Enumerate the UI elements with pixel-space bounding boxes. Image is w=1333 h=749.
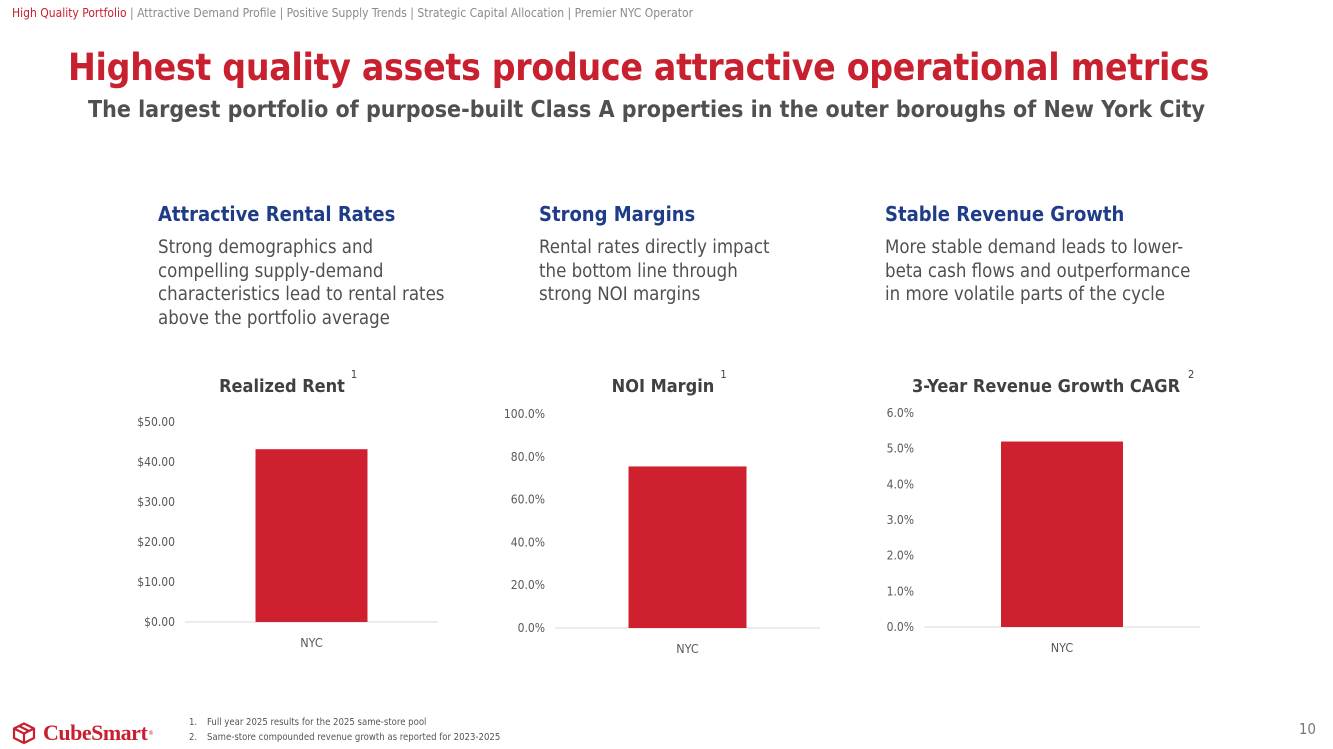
nav-item-attractive-demand[interactable]: Attractive Demand Profile (137, 6, 277, 20)
y-tick-label: $10.00 (137, 575, 175, 589)
y-tick-label: $20.00 (137, 535, 175, 549)
chart-svg: NOI Margin 1 0.0% 20.0% 40.0% 60.0% 80.0% 100.0… (504, 368, 820, 656)
footnote-item: 2. Same-store compounded revenue growth a… (189, 730, 500, 745)
column-heading: Attractive Rental Rates (158, 202, 396, 226)
nav-item-positive-supply[interactable]: Positive Supply Trends (286, 6, 407, 20)
y-tick-label: 0.0% (518, 621, 545, 635)
column-body: Strong demographics and compelling suppl… (158, 237, 445, 329)
y-tick-label: 80.0% (511, 450, 545, 464)
column-heading: Stable Revenue Growth (885, 202, 1125, 226)
cube-logo-icon (12, 722, 36, 744)
nav-separator: | (406, 6, 418, 20)
chart-title: 3-Year Revenue Growth CAGR (912, 376, 1181, 397)
footnote-number: 1. (189, 717, 198, 728)
column-heading: Strong Margins (539, 202, 696, 226)
column-body: Rental rates directly impact the bottom … (539, 237, 770, 305)
footnote-marker: 1 (351, 368, 357, 381)
logo-trademark: ® (148, 729, 154, 737)
footnote-item: 1. Full year 2025 results for the 2025 sa… (189, 715, 500, 730)
footnote-marker: 2 (1188, 368, 1194, 381)
column-rental-rates: Attractive Rental Rates Strong demograph… (158, 202, 448, 330)
footnotes: 1. Full year 2025 results for the 2025 sa… (189, 715, 500, 745)
chart-title: NOI Margin (612, 376, 715, 397)
footnote-text: Full year 2025 results for the 2025 same… (207, 717, 427, 728)
y-tick-label: 20.0% (511, 578, 545, 592)
y-tick-label: $0.00 (144, 615, 175, 629)
chart-svg: 3-Year Revenue Growth CAGR 2 0.0% 1.0% 2.0% 3… (887, 368, 1200, 655)
chart-revenue-growth: 3-Year Revenue Growth CAGR 2 0.0% 1.0% 2.0% 3… (850, 362, 1210, 662)
chart-svg: Realized Rent 1 $0.00 $10.00 $20.00 $30.00 $40… (137, 368, 438, 650)
cubesmart-logo: CubeSmart ® (12, 719, 154, 747)
y-tick-label: 5.0% (887, 442, 914, 456)
y-tick-label: $50.00 (137, 415, 175, 429)
y-tick-label: 6.0% (887, 406, 914, 420)
top-navigation: High Quality Portfolio | Attractive Dema… (12, 6, 693, 20)
chart-noi-margin: NOI Margin 1 0.0% 20.0% 40.0% 60.0% 80.0% 100.0… (480, 362, 830, 662)
chart-title: Realized Rent (219, 376, 345, 397)
y-tick-label: 100.0% (504, 407, 545, 421)
logo-wordmark: CubeSmart (43, 720, 148, 745)
chart-realized-rent: Realized Rent 1 $0.00 $10.00 $20.00 $30.00 $40… (100, 362, 450, 662)
column-strong-margins: Strong Margins Rental rates directly imp… (539, 202, 789, 307)
nav-separator: | (276, 6, 287, 20)
nav-item-capital-allocation[interactable]: Strategic Capital Allocation (417, 6, 565, 20)
nav-item-high-quality-portfolio[interactable]: High Quality Portfolio (12, 6, 127, 20)
y-tick-label: 2.0% (887, 549, 914, 563)
column-body: More stable demand leads to lower-beta c… (885, 237, 1191, 305)
y-tick-label: 40.0% (511, 535, 545, 549)
bar-nyc (255, 449, 368, 622)
y-tick-label: $40.00 (137, 455, 175, 469)
footnote-marker: 1 (720, 368, 726, 381)
nav-separator: | (564, 6, 575, 20)
nav-item-nyc-operator[interactable]: Premier NYC Operator (574, 6, 694, 20)
y-tick-label: 0.0% (887, 620, 914, 634)
page-subtitle: The largest portfolio of purpose-built C… (88, 97, 1206, 123)
y-tick-label: 1.0% (887, 584, 914, 598)
bar-nyc (628, 466, 747, 628)
x-category-label: NYC (1051, 640, 1074, 655)
nav-separator: | (126, 6, 138, 20)
y-tick-label: $30.00 (137, 495, 175, 509)
footnote-number: 2. (189, 732, 198, 743)
x-category-label: NYC (300, 635, 323, 650)
x-category-label: NYC (676, 641, 699, 656)
y-tick-label: 4.0% (887, 477, 914, 491)
footnote-text: Same-store compounded revenue growth as … (207, 732, 501, 743)
y-tick-label: 3.0% (887, 513, 914, 527)
page-number: 10 (1298, 720, 1316, 738)
page-title: Highest quality assets produce attractiv… (68, 46, 1210, 89)
column-revenue-growth: Stable Revenue Growth More stable demand… (885, 202, 1207, 307)
y-tick-label: 60.0% (511, 493, 545, 507)
bar-nyc (1001, 441, 1123, 627)
